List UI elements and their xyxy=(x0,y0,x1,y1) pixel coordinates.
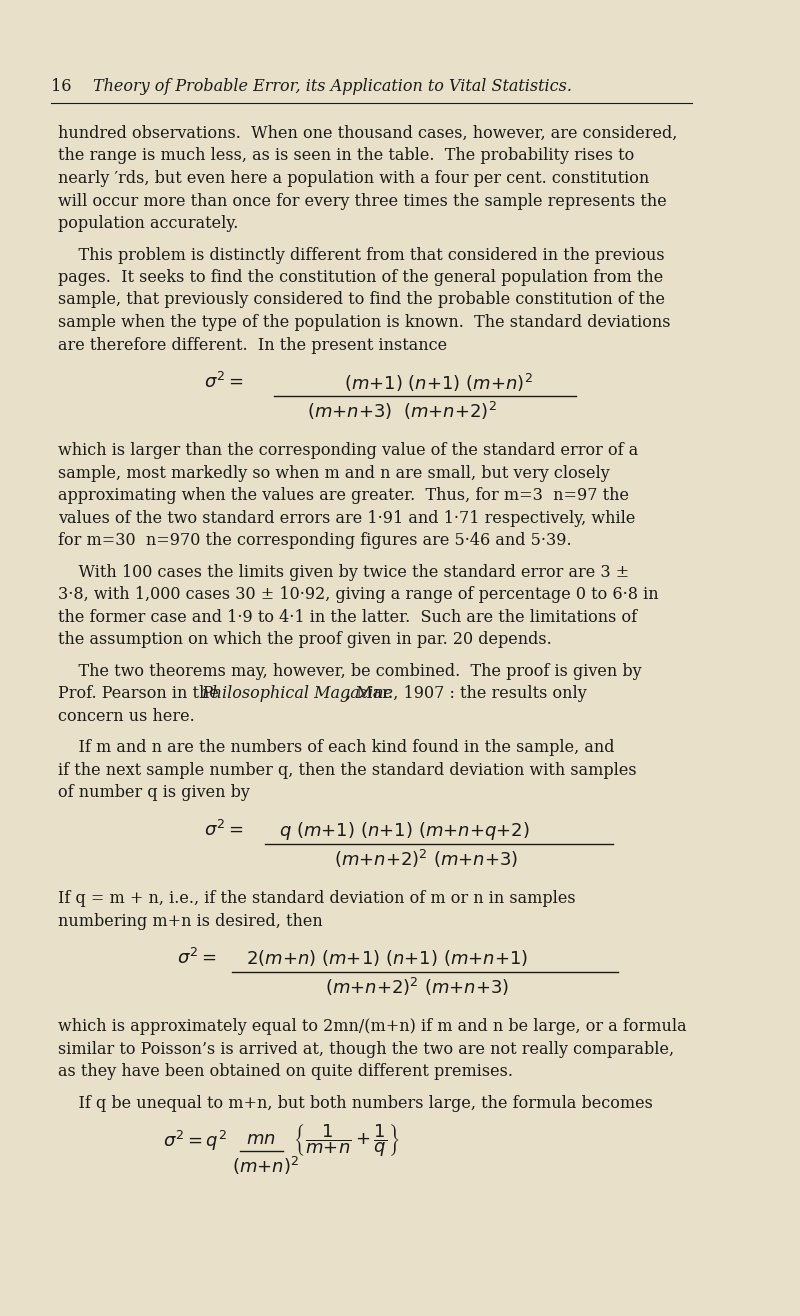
Text: 16: 16 xyxy=(51,78,72,95)
Text: $2(m{+}n)\ (m{+}1)\ (n{+}1)\ (m{+}n{+}1)$: $2(m{+}n)\ (m{+}1)\ (n{+}1)\ (m{+}n{+}1)… xyxy=(246,949,529,969)
Text: Prof. Pearson in the: Prof. Pearson in the xyxy=(58,686,224,703)
Text: $\sigma^2=$: $\sigma^2=$ xyxy=(205,820,244,840)
Text: $\sigma^2 =$: $\sigma^2 =$ xyxy=(177,949,216,969)
Text: If q be unequal to m+n, but both numbers large, the formula becomes: If q be unequal to m+n, but both numbers… xyxy=(58,1095,653,1112)
Text: approximating when the values are greater.  Thus, for m=3  n=97 the: approximating when the values are greate… xyxy=(58,487,629,504)
Text: similar to Poisson’s is arrived at, though the two are not really comparable,: similar to Poisson’s is arrived at, thou… xyxy=(58,1041,674,1058)
Text: $(m{+}n{+}2)^2\ (m{+}n{+}3)$: $(m{+}n{+}2)^2\ (m{+}n{+}3)$ xyxy=(334,848,518,870)
Text: Philosophical Magazine: Philosophical Magazine xyxy=(202,686,394,703)
Text: are therefore different.  In the present instance: are therefore different. In the present … xyxy=(58,337,446,354)
Text: The two theorems may, however, be combined.  The proof is given by: The two theorems may, however, be combin… xyxy=(58,663,642,680)
Text: $(m{+}n{+}2)^2\ (m{+}n{+}3)$: $(m{+}n{+}2)^2\ (m{+}n{+}3)$ xyxy=(326,976,510,999)
Text: With 100 cases the limits given by twice the standard error are 3 ±: With 100 cases the limits given by twice… xyxy=(58,563,629,580)
Text: $\sigma^2=$: $\sigma^2=$ xyxy=(205,372,244,392)
Text: $(m{+}n)^2$: $(m{+}n)^2$ xyxy=(232,1154,299,1177)
Text: population accurately.: population accurately. xyxy=(58,215,238,232)
Text: of number q is given by: of number q is given by xyxy=(58,784,250,801)
Text: If q = m + n, i.e., if the standard deviation of m or n in samples: If q = m + n, i.e., if the standard devi… xyxy=(58,890,575,907)
Text: will occur more than once for every three times the sample represents the: will occur more than once for every thre… xyxy=(58,192,666,209)
Text: for m=30  n=970 the corresponding figures are 5·46 and 5·39.: for m=30 n=970 the corresponding figures… xyxy=(58,532,571,549)
Text: sample when the type of the population is known.  The standard deviations: sample when the type of the population i… xyxy=(58,315,670,332)
Text: This problem is distinctly different from that considered in the previous: This problem is distinctly different fro… xyxy=(58,246,664,263)
Text: $(m{+}n{+}3)\ \ (m{+}n{+}2)^2$: $(m{+}n{+}3)\ \ (m{+}n{+}2)^2$ xyxy=(306,400,497,422)
Text: numbering m+n is desired, then: numbering m+n is desired, then xyxy=(58,912,322,929)
Text: Theory of Probable Error, its Application to Vital Statistics.: Theory of Probable Error, its Applicatio… xyxy=(93,78,572,95)
Text: hundred observations.  When one thousand cases, however, are considered,: hundred observations. When one thousand … xyxy=(58,125,677,142)
Text: $mn$: $mn$ xyxy=(246,1130,276,1149)
Text: the assumption on which the proof given in par. 20 depends.: the assumption on which the proof given … xyxy=(58,632,551,649)
Text: which is approximately equal to 2mn/(m+n) if m and n be large, or a formula: which is approximately equal to 2mn/(m+n… xyxy=(58,1019,686,1036)
Text: , Mar., 1907 : the results only: , Mar., 1907 : the results only xyxy=(346,686,586,703)
Text: the former case and 1·9 to 4·1 in the latter.  Such are the limitations of: the former case and 1·9 to 4·1 in the la… xyxy=(58,609,637,625)
Text: $\left\{\dfrac{1}{m{+}n} + \dfrac{1}{q}\right\}$: $\left\{\dfrac{1}{m{+}n} + \dfrac{1}{q}\… xyxy=(293,1123,399,1159)
Text: If m and n are the numbers of each kind found in the sample, and: If m and n are the numbers of each kind … xyxy=(58,740,614,757)
Text: $q\ (m{+}1)\ (n{+}1)\ (m{+}n{+}q{+}2)$: $q\ (m{+}1)\ (n{+}1)\ (m{+}n{+}q{+}2)$ xyxy=(278,820,530,842)
Text: 3·8, with 1,000 cases 30 ± 10·92, giving a range of percentage 0 to 6·8 in: 3·8, with 1,000 cases 30 ± 10·92, giving… xyxy=(58,586,658,603)
Text: pages.  It seeks to find the constitution of the general population from the: pages. It seeks to find the constitution… xyxy=(58,268,663,286)
Text: as they have been obtained on quite different premises.: as they have been obtained on quite diff… xyxy=(58,1063,513,1080)
Text: values of the two standard errors are 1·91 and 1·71 respectively, while: values of the two standard errors are 1·… xyxy=(58,509,635,526)
Text: concern us here.: concern us here. xyxy=(58,708,194,725)
Text: nearly ′rds, but even here a population with a four per cent. constitution: nearly ′rds, but even here a population … xyxy=(58,170,649,187)
Text: if the next sample number q, then the standard deviation with samples: if the next sample number q, then the st… xyxy=(58,762,636,779)
Text: sample, most markedly so when m and n are small, but very closely: sample, most markedly so when m and n ar… xyxy=(58,465,610,482)
Text: the range is much less, as is seen in the table.  The probability rises to: the range is much less, as is seen in th… xyxy=(58,147,634,164)
Text: which is larger than the corresponding value of the standard error of a: which is larger than the corresponding v… xyxy=(58,442,638,459)
Text: $(m{+}1)\ (n{+}1)\ (m{+}n)^2$: $(m{+}1)\ (n{+}1)\ (m{+}n)^2$ xyxy=(344,372,533,395)
Text: $\sigma^2 = q^2$: $\sigma^2 = q^2$ xyxy=(162,1128,226,1153)
Text: sample, that previously considered to find the probable constitution of the: sample, that previously considered to fi… xyxy=(58,292,665,308)
